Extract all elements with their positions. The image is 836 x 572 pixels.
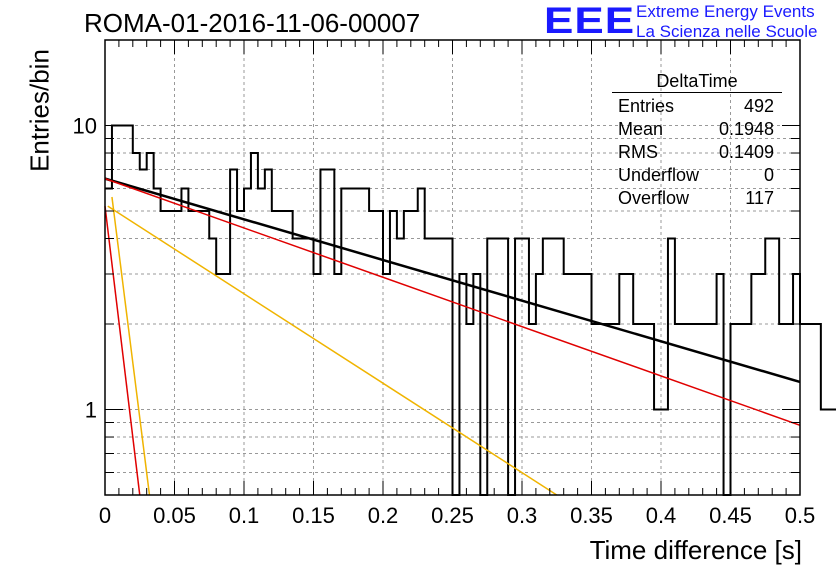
fit-line [107,205,558,496]
stats-label: Mean [618,119,664,139]
stats-row: RMS 0.1409 [612,141,782,164]
fit-line [104,206,141,496]
stats-value: 0.1948 [718,119,774,139]
stats-label: RMS [618,142,658,162]
y-tick-label: 1 [85,398,97,423]
fit-line [104,177,801,384]
stats-value: 117 [745,188,774,208]
stats-title: DeltaTime [656,71,738,91]
x-tick-label: 0.45 [709,503,752,528]
stats-row: Underflow 0 [612,164,782,187]
x-tick-label: 0.5 [785,503,816,528]
x-tick-label: 0.3 [507,503,538,528]
logo-line-1: Extreme Energy Events [636,2,815,21]
fit-curves [104,177,801,496]
stats-row: Entries 492 [612,95,782,118]
x-tick-label: 0.2 [368,503,399,528]
stats-value: 0.1409 [718,142,774,162]
stats-divider [612,92,782,93]
x-tick-label: 0.1 [229,503,260,528]
x-tick-label: 0.15 [292,503,335,528]
x-tick-label: 0.35 [570,503,613,528]
x-axis-label: Time difference [s] [589,535,802,565]
axes: 0 0.05 0.1 0.15 0.2 0.25 0.3 0.35 0.4 0.45 0.5 1 10 [73,39,816,528]
x-tick-label: 0.4 [646,503,677,528]
y-axis-label: Entries/bin [24,49,55,172]
fit-line [104,177,801,426]
stats-label: Underflow [618,165,700,185]
stats-value: 0 [763,165,774,185]
x-tick-label: 0.05 [153,503,196,528]
chart-title: ROMA-01-2016-11-06-00007 [84,8,421,38]
stats-row: Mean 0.1948 [612,118,782,141]
fit-line [111,196,151,496]
stats-value: 492 [743,96,774,116]
stats-box: DeltaTime Entries 492 Mean 0.1948 RMS 0.140… [612,70,782,210]
stats-row: Overflow 117 [612,187,782,210]
x-tick-label: 0 [99,503,111,528]
stats-label: Overflow [618,188,690,208]
eee-logo: EEE [544,0,636,42]
stats-label: Entries [618,96,675,116]
x-tick-label: 0.25 [431,503,474,528]
y-tick-label: 10 [73,113,97,138]
logo-line-2: La Scienza nelle Scuole [636,22,818,41]
